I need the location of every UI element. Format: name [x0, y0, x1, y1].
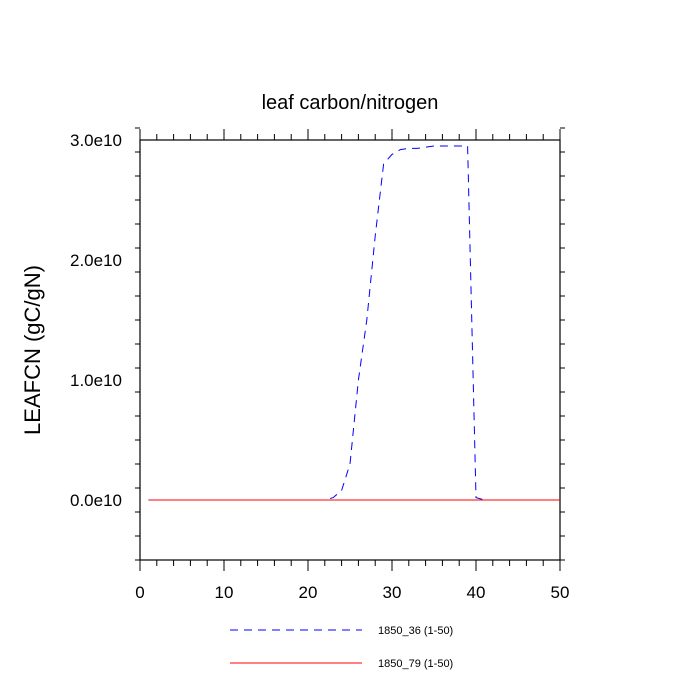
- x-tick-label: 50: [551, 583, 570, 602]
- series-line-1: [148, 145, 560, 501]
- y-axis-label: LEAFCN (gC/gN): [20, 265, 45, 435]
- x-tick-label: 40: [467, 583, 486, 602]
- x-tick-label: 10: [215, 583, 234, 602]
- x-tick-label: 30: [383, 583, 402, 602]
- x-tick-label: 20: [299, 583, 318, 602]
- chart-title: leaf carbon/nitrogen: [262, 92, 439, 114]
- plot-frame: [139, 139, 561, 561]
- legend: 1850_36 (1-50) 1850_79 (1-50): [230, 625, 453, 670]
- y-tick-label: 1.0e10: [70, 371, 122, 390]
- legend-label: 1850_79 (1-50): [378, 658, 453, 670]
- plot-area: 0 10 20 30 40 50 0.0e10 1.0e10 2.0e10 3.0e10: [70, 127, 570, 602]
- x-tick-label: 0: [135, 583, 144, 602]
- y-tick-label: 2.0e10: [70, 251, 122, 270]
- y-tick-label: 0.0e10: [70, 491, 122, 510]
- y-tick-label: 3.0e10: [70, 131, 122, 150]
- legend-label: 1850_36 (1-50): [378, 625, 453, 637]
